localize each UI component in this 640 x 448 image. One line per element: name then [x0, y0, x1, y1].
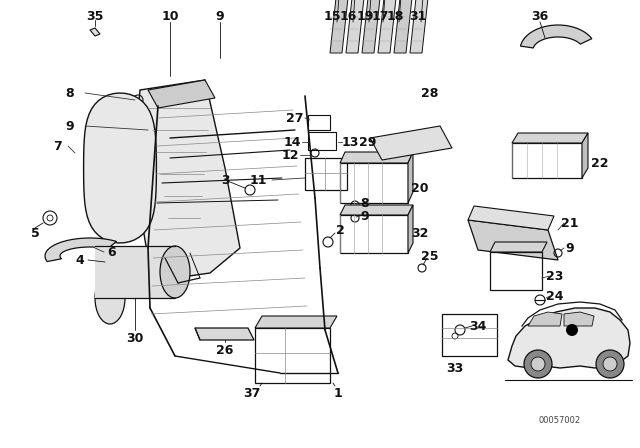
- Polygon shape: [370, 126, 452, 160]
- Text: 25: 25: [421, 250, 439, 263]
- Text: 37: 37: [243, 387, 260, 400]
- Text: 17: 17: [371, 9, 388, 22]
- Text: 18: 18: [387, 9, 404, 22]
- Circle shape: [603, 357, 617, 371]
- Text: 9: 9: [216, 9, 224, 22]
- Polygon shape: [362, 0, 380, 53]
- Text: 8: 8: [361, 197, 369, 210]
- Text: 30: 30: [126, 332, 144, 345]
- Text: 32: 32: [412, 227, 429, 240]
- Polygon shape: [346, 0, 364, 53]
- Polygon shape: [582, 133, 588, 178]
- Polygon shape: [84, 93, 156, 243]
- Polygon shape: [408, 205, 413, 253]
- Polygon shape: [45, 238, 116, 262]
- Circle shape: [566, 324, 578, 336]
- Text: 00057002: 00057002: [539, 415, 581, 425]
- Bar: [255, 328, 330, 383]
- Text: 21: 21: [561, 216, 579, 229]
- Bar: [490, 252, 542, 290]
- Polygon shape: [528, 312, 562, 326]
- Text: 22: 22: [591, 156, 609, 169]
- Bar: [442, 314, 497, 356]
- Polygon shape: [255, 316, 337, 328]
- Text: 10: 10: [161, 9, 179, 22]
- Ellipse shape: [95, 272, 125, 324]
- Circle shape: [596, 350, 624, 378]
- Polygon shape: [195, 328, 254, 340]
- Text: 11: 11: [249, 173, 267, 186]
- Polygon shape: [330, 0, 348, 53]
- Bar: [340, 215, 408, 253]
- Text: 15: 15: [323, 9, 340, 22]
- Polygon shape: [133, 80, 240, 278]
- Text: 24: 24: [547, 289, 564, 302]
- Text: 29: 29: [359, 135, 377, 148]
- Bar: [308, 132, 336, 150]
- Text: 20: 20: [412, 181, 429, 194]
- Circle shape: [524, 350, 552, 378]
- Text: 36: 36: [531, 9, 548, 22]
- Text: 19: 19: [356, 9, 374, 22]
- Text: 1: 1: [333, 387, 342, 400]
- Text: 4: 4: [76, 254, 84, 267]
- Text: 6: 6: [108, 246, 116, 258]
- Text: 34: 34: [469, 319, 486, 332]
- Polygon shape: [468, 220, 558, 260]
- Text: 14: 14: [284, 135, 301, 148]
- Bar: [308, 115, 330, 130]
- Polygon shape: [468, 206, 554, 230]
- Text: 33: 33: [446, 362, 463, 375]
- Bar: [305, 158, 347, 190]
- Polygon shape: [408, 152, 413, 203]
- Bar: [340, 163, 408, 203]
- Text: 9: 9: [66, 120, 74, 133]
- Text: 31: 31: [410, 9, 427, 22]
- Text: 12: 12: [281, 148, 299, 161]
- Text: 35: 35: [86, 9, 104, 22]
- Text: 7: 7: [54, 139, 62, 152]
- Polygon shape: [490, 242, 547, 252]
- Circle shape: [531, 357, 545, 371]
- Bar: [95, 246, 175, 298]
- Polygon shape: [340, 152, 413, 163]
- Polygon shape: [410, 0, 428, 53]
- Polygon shape: [148, 80, 215, 108]
- Polygon shape: [378, 0, 396, 53]
- Text: 23: 23: [547, 270, 564, 283]
- Polygon shape: [508, 308, 630, 368]
- Polygon shape: [340, 205, 413, 215]
- Text: 5: 5: [31, 227, 40, 240]
- Polygon shape: [90, 28, 100, 36]
- Text: 16: 16: [339, 9, 356, 22]
- Polygon shape: [520, 25, 592, 48]
- Text: 3: 3: [221, 173, 229, 186]
- Polygon shape: [394, 0, 412, 53]
- Polygon shape: [564, 312, 594, 326]
- Text: 2: 2: [335, 224, 344, 237]
- Text: 26: 26: [216, 344, 234, 357]
- Text: 27: 27: [286, 112, 304, 125]
- Polygon shape: [512, 133, 588, 143]
- Text: 13: 13: [341, 135, 358, 148]
- Text: 9: 9: [361, 210, 369, 223]
- Bar: [512, 143, 582, 178]
- Text: 9: 9: [566, 241, 574, 254]
- Ellipse shape: [160, 246, 190, 298]
- Text: 28: 28: [421, 86, 438, 99]
- Text: 8: 8: [66, 86, 74, 99]
